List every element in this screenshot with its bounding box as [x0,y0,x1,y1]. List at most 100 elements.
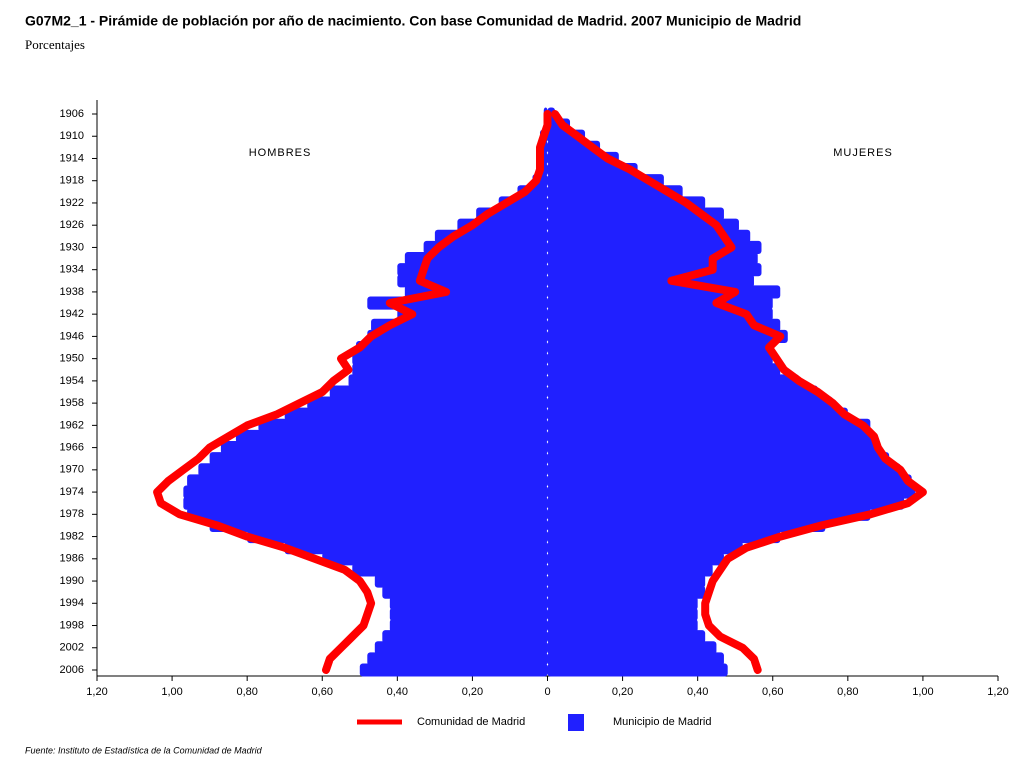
y-tick-label: 1974 [60,486,84,498]
bar [547,652,724,666]
y-tick-label: 1970 [60,464,84,476]
bar [247,530,548,544]
y-tick-label: 1922 [60,197,84,209]
y-tick-label: 2002 [60,642,84,654]
y-tick-label: 1918 [60,175,84,187]
bar [187,507,548,521]
bar [307,396,548,410]
chart-title: G07M2_1 - Pirámide de población por año … [25,13,801,29]
bar [547,407,848,421]
bar [547,552,724,566]
chart-subtitle: Porcentajes [25,37,85,52]
bar [547,318,781,332]
bar [547,240,762,254]
bar [284,407,548,421]
bar [258,418,548,432]
bar [359,663,548,677]
y-tick-label: 1994 [60,597,84,609]
bar [547,340,773,355]
bar [547,474,912,488]
bar [547,329,788,343]
bar [371,318,548,332]
y-tick-label: 1982 [60,530,84,542]
bar [547,530,781,544]
legend-swatch [568,714,584,731]
bar [356,340,548,355]
bar [547,441,878,455]
y-tick-label: 1998 [60,619,84,631]
bar [374,641,548,655]
bar [235,429,548,444]
bar [547,663,728,677]
bar [367,652,548,666]
bar [367,329,548,343]
bar [547,174,664,188]
bar [547,618,698,633]
bar [547,496,905,510]
bar [352,352,548,366]
y-tick-label: 1954 [60,375,84,387]
y-tick-label: 1986 [60,553,84,565]
bar [352,563,548,577]
bar [547,229,751,243]
bar [404,252,548,266]
bar [209,452,548,466]
y-tick-label: 1934 [60,264,84,276]
bar [547,429,875,444]
x-tick-label: 0,40 [387,686,408,698]
bar [187,474,548,488]
bar [547,607,698,621]
bar [547,630,706,644]
bar [547,307,773,321]
y-tick-label: 1930 [60,241,84,253]
x-tick-label: 1,00 [161,686,182,698]
y-tick-label: 1950 [60,353,84,365]
line [551,110,927,674]
bar [547,518,826,532]
bar [389,618,548,633]
source-note: Fuente: Instituto de Estadística de la C… [25,745,263,755]
bar [374,574,548,588]
bar [183,485,548,499]
bar [547,374,800,388]
bar [547,363,781,377]
y-tick-label: 1966 [60,442,84,454]
legend-label: Municipio de Madrid [613,716,711,728]
y-tick-label: 1946 [60,330,84,342]
y-tick-label: 1990 [60,575,84,587]
bar [547,252,758,266]
bar [382,630,548,644]
bar [547,352,773,366]
bar [547,207,724,221]
bar [329,385,548,399]
bar [547,218,739,232]
y-tick-label: 2006 [60,664,84,676]
bar [348,374,548,388]
bar [547,185,683,199]
bar [547,507,871,521]
x-tick-label: 0,60 [312,686,333,698]
bar [352,363,548,377]
bar [547,541,743,555]
bar [547,463,901,477]
x-tick-label: 0,20 [462,686,483,698]
bar [382,585,548,599]
x-tick-label: 1,20 [86,686,107,698]
y-tick-label: 1926 [60,219,84,231]
y-tick-label: 1958 [60,397,84,409]
bar [389,596,548,610]
right-label: MUJERES [833,147,893,159]
y-tick-label: 1906 [60,108,84,120]
y-tick-label: 1978 [60,508,84,520]
x-tick-label: 0,20 [612,686,633,698]
bar [423,240,548,254]
x-tick-label: 0 [544,686,550,698]
legend-label: Comunidad de Madrid [417,716,525,728]
bar [198,463,548,477]
bar [209,518,548,532]
bar [547,485,916,499]
x-tick-label: 0,80 [837,686,858,698]
bar [322,552,548,566]
bar [547,585,706,599]
